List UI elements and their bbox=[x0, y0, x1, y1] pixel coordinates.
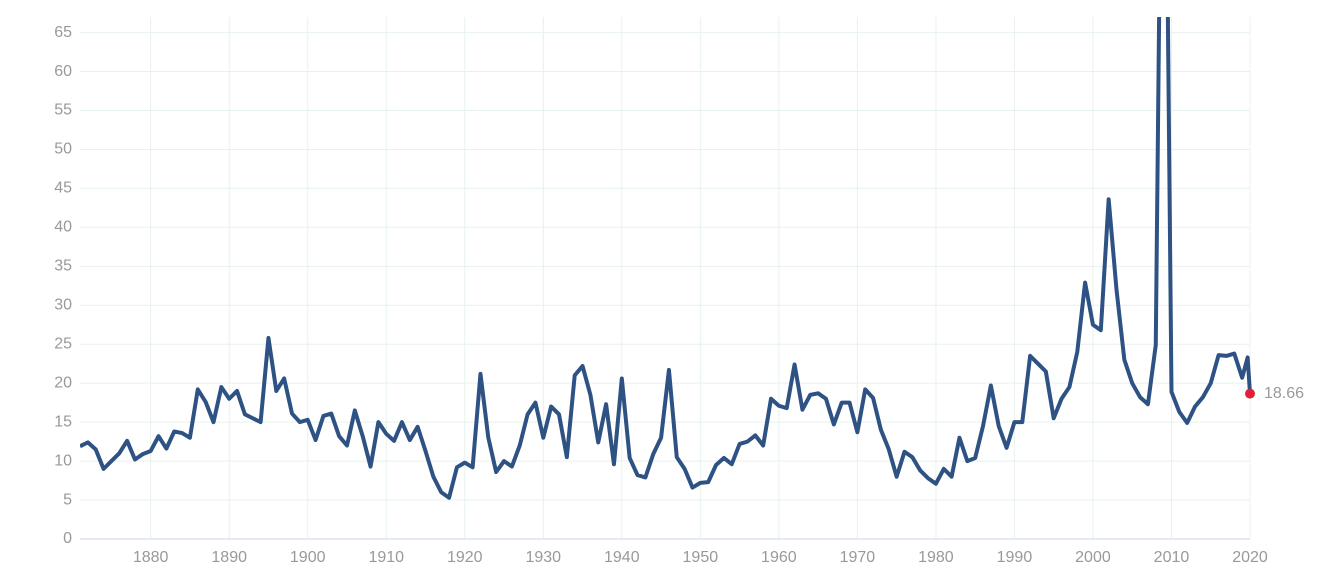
y-tick-label: 50 bbox=[54, 141, 72, 158]
y-tick-label: 15 bbox=[54, 413, 72, 430]
y-tick-label: 5 bbox=[63, 491, 72, 508]
y-tick-label: 35 bbox=[54, 258, 72, 275]
y-tick-label: 40 bbox=[54, 219, 72, 236]
last-point bbox=[1245, 388, 1255, 399]
y-tick-label: 45 bbox=[54, 180, 72, 197]
y-tick-label: 55 bbox=[54, 102, 72, 119]
x-tick-label: 1920 bbox=[447, 549, 483, 566]
x-tick-label: 1940 bbox=[604, 549, 640, 566]
data-line bbox=[80, 17, 1252, 500]
x-tick-label: 1880 bbox=[133, 549, 169, 566]
x-tick-label: 2000 bbox=[1075, 549, 1111, 566]
x-tick-label: 1980 bbox=[918, 549, 954, 566]
x-tick-label: 1990 bbox=[997, 549, 1033, 566]
y-tick-label: 65 bbox=[54, 24, 72, 41]
x-tick-label: 1900 bbox=[290, 549, 326, 566]
x-tick-label: 1970 bbox=[840, 549, 876, 566]
y-tick-label: 60 bbox=[54, 63, 72, 80]
x-tick-label: 1960 bbox=[761, 549, 797, 566]
x-tick-label: 2010 bbox=[1154, 549, 1190, 566]
y-tick-label: 25 bbox=[54, 335, 72, 352]
y-tick-label: 30 bbox=[54, 296, 72, 313]
x-tick-label: 1910 bbox=[368, 549, 404, 566]
y-tick-label: 10 bbox=[54, 452, 72, 469]
x-tick-label: 1950 bbox=[683, 549, 719, 566]
x-tick-label: 1930 bbox=[525, 549, 561, 566]
last-value-label: 18.66 bbox=[1264, 385, 1304, 402]
x-tick-label: 1890 bbox=[211, 549, 247, 566]
y-tick-label: 0 bbox=[63, 530, 72, 547]
y-tick-label: 20 bbox=[54, 374, 72, 391]
x-tick-label: 2020 bbox=[1232, 549, 1268, 566]
